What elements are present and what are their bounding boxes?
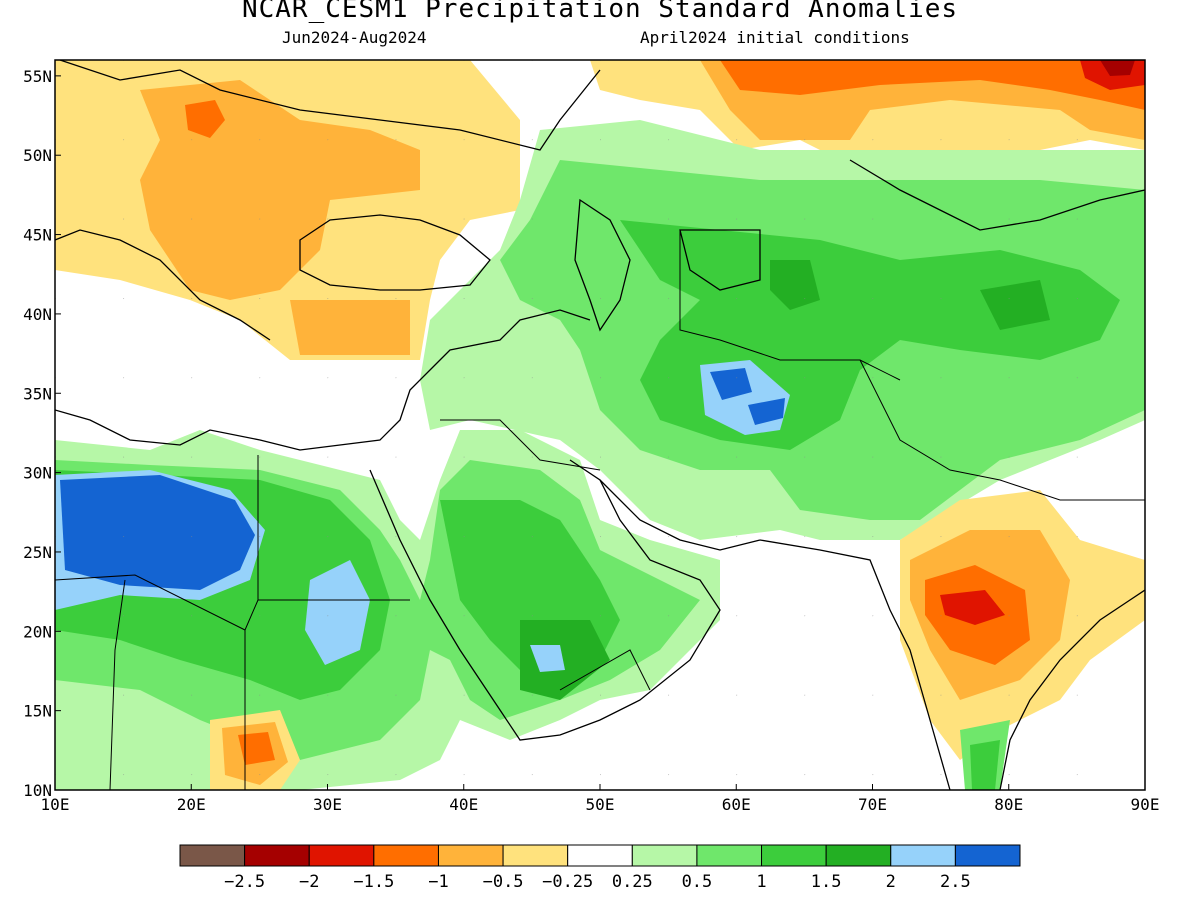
lon-tick-label: 80E	[994, 795, 1023, 814]
colorbar-swatch	[308, 844, 375, 867]
colorbar-label: −1	[428, 872, 448, 892]
lat-tick-label: 55N	[23, 67, 52, 86]
colorbar-swatch	[437, 844, 504, 867]
colorbar-label: −2.5	[224, 872, 265, 892]
country-borders	[55, 230, 1145, 790]
colorbar-swatch	[954, 844, 1021, 867]
lat-tick-label: 40N	[23, 305, 52, 324]
forecast-period: Jun2024-Aug2024	[282, 28, 427, 47]
colorbar-swatch	[696, 844, 763, 867]
initial-conditions: April2024 initial conditions	[640, 28, 910, 47]
colorbar-swatch	[631, 844, 698, 867]
colorbar-swatch	[567, 844, 633, 867]
colorbar-label: −2	[299, 872, 319, 892]
lat-tick-label: 15N	[23, 702, 52, 721]
colorbar-label: 2	[886, 872, 896, 892]
colorbar-swatch	[825, 844, 892, 867]
lat-tick-label: 25N	[23, 543, 52, 562]
lon-tick-label: 70E	[858, 795, 887, 814]
lat-tick-label: 10N	[23, 781, 52, 800]
lon-tick-label: 10E	[41, 795, 70, 814]
colorbar-label: 2.5	[940, 872, 971, 892]
map-title: NCAR_CESM1 Precipitation Standard Anomal…	[241, 0, 959, 24]
lon-tick-label: 50E	[586, 795, 615, 814]
anomaly-fields	[55, 60, 1145, 790]
colorbar-label: −0.5	[483, 872, 524, 892]
colorbar-label: 1	[756, 872, 766, 892]
colorbar: −2.5 −2 −1.5 −1 −0.5 −0.25 0.25 0.5 1 1.5 2 2.5	[179, 844, 1021, 892]
lat-tick-label: 20N	[23, 622, 52, 641]
lon-tick-label: 90E	[1131, 795, 1160, 814]
lon-tick-label: 20E	[177, 795, 206, 814]
colorbar-swatch	[890, 844, 956, 867]
axis-ticks: 10E 20E 30E 40E 50E 60E 70E 80E 90E 10N 15N 20N 25N 3…	[23, 67, 1159, 814]
colorbar-label: −1.5	[353, 872, 394, 892]
colorbar-label: 0.5	[682, 872, 713, 892]
lon-tick-label: 40E	[449, 795, 478, 814]
lat-tick-label: 30N	[23, 464, 52, 483]
colorbar-label: −0.25	[542, 872, 593, 892]
colorbar-swatch	[373, 844, 439, 867]
lon-tick-label: 60E	[722, 795, 751, 814]
lon-tick-label: 30E	[313, 795, 342, 814]
coastlines	[55, 60, 1145, 790]
colorbar-swatch	[761, 844, 827, 867]
colorbar-swatch	[244, 844, 310, 867]
lat-tick-label: 35N	[23, 384, 52, 403]
colorbar-label: 1.5	[811, 872, 842, 892]
colorbar-swatch	[502, 844, 569, 867]
colorbar-label: 0.25	[612, 872, 653, 892]
colorbar-swatch	[179, 844, 246, 867]
lat-tick-label: 45N	[23, 226, 52, 245]
lat-tick-label: 50N	[23, 146, 52, 165]
